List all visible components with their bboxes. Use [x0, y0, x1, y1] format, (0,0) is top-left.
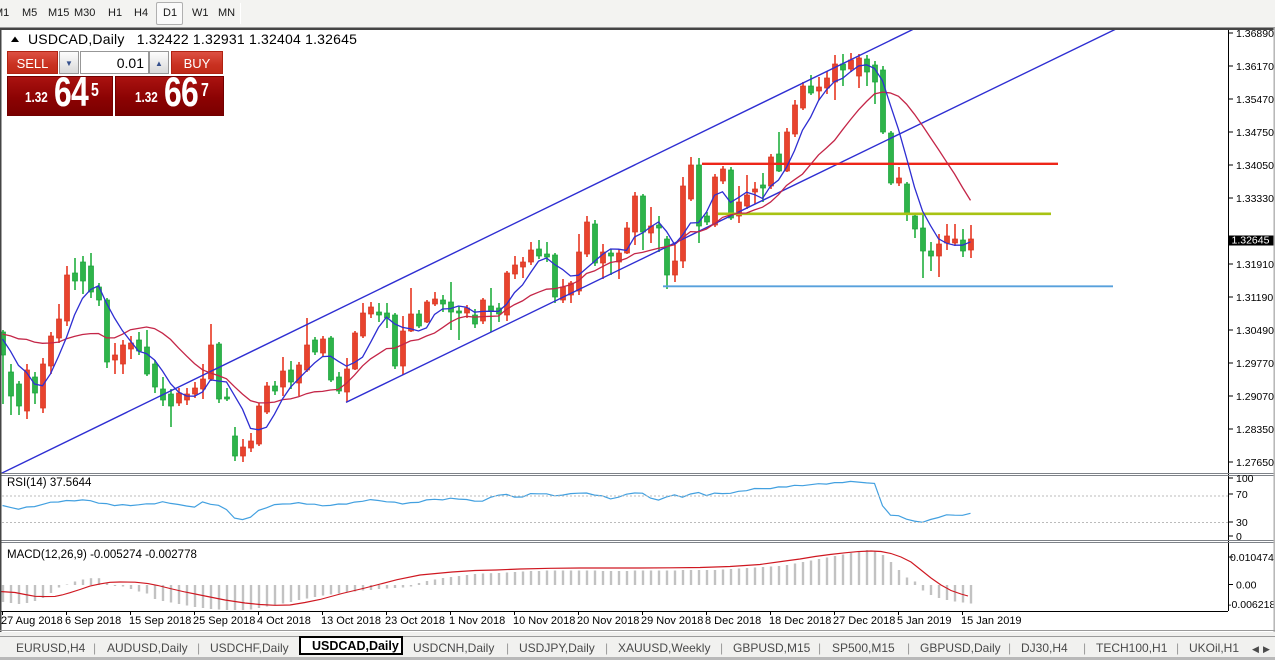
svg-text:1.31190: 1.31190 [1236, 292, 1273, 304]
svg-text:15 Sep 2018: 15 Sep 2018 [129, 615, 191, 627]
svg-text:27 Aug 2018: 27 Aug 2018 [1, 615, 63, 627]
svg-text:RSI(14) 37.5644: RSI(14) 37.5644 [7, 477, 92, 489]
svg-text:1.32645: 1.32645 [1232, 235, 1270, 247]
svg-text:8 Dec 2018: 8 Dec 2018 [705, 615, 761, 627]
svg-text:1.31910: 1.31910 [1236, 259, 1274, 271]
svg-text:20 Nov 2018: 20 Nov 2018 [577, 615, 639, 627]
svg-text:1.34750: 1.34750 [1236, 127, 1274, 139]
svg-text:27 Dec 2018: 27 Dec 2018 [833, 615, 895, 627]
svg-text:0: 0 [1236, 531, 1242, 543]
svg-text:1.36170: 1.36170 [1236, 61, 1274, 73]
svg-text:1.29770: 1.29770 [1236, 358, 1274, 370]
svg-text:10 Nov 2018: 10 Nov 2018 [513, 615, 575, 627]
svg-text:MACD(12,26,9) -0.005274 -0.002: MACD(12,26,9) -0.005274 -0.002778 [7, 549, 197, 561]
svg-text:15 Jan 2019: 15 Jan 2019 [961, 615, 1022, 627]
svg-text:4 Oct 2018: 4 Oct 2018 [257, 615, 311, 627]
svg-text:1.27650: 1.27650 [1236, 457, 1274, 469]
svg-text:1.35470: 1.35470 [1236, 94, 1274, 106]
svg-text:13 Oct 2018: 13 Oct 2018 [321, 615, 381, 627]
svg-text:18 Dec 2018: 18 Dec 2018 [769, 615, 831, 627]
svg-text:30: 30 [1236, 517, 1248, 529]
svg-text:70: 70 [1236, 489, 1248, 501]
svg-text:1.36890: 1.36890 [1236, 28, 1274, 40]
svg-text:USDCAD,Daily 1.32422 1.32931: USDCAD,Daily 1.32422 1.32931 1.32404 1.3… [28, 31, 357, 47]
svg-text:1.29070: 1.29070 [1236, 391, 1274, 403]
svg-text:25 Sep 2018: 25 Sep 2018 [193, 615, 255, 627]
svg-text:1.30490: 1.30490 [1236, 325, 1274, 337]
svg-text:1.33330: 1.33330 [1236, 193, 1274, 205]
svg-text:29 Nov 2018: 29 Nov 2018 [641, 615, 703, 627]
svg-text:1.34050: 1.34050 [1236, 160, 1274, 172]
svg-text:23 Oct 2018: 23 Oct 2018 [385, 615, 445, 627]
svg-text:100: 100 [1236, 473, 1254, 485]
svg-text:-0.006218: -0.006218 [1228, 599, 1275, 611]
svg-text:0.00: 0.00 [1236, 580, 1257, 592]
svg-text:6 Sep 2018: 6 Sep 2018 [65, 615, 121, 627]
svg-text:1 Nov 2018: 1 Nov 2018 [449, 615, 505, 627]
svg-text:5 Jan 2019: 5 Jan 2019 [897, 615, 951, 627]
svg-text:0.010474: 0.010474 [1230, 552, 1274, 564]
svg-text:1.28350: 1.28350 [1236, 424, 1274, 436]
